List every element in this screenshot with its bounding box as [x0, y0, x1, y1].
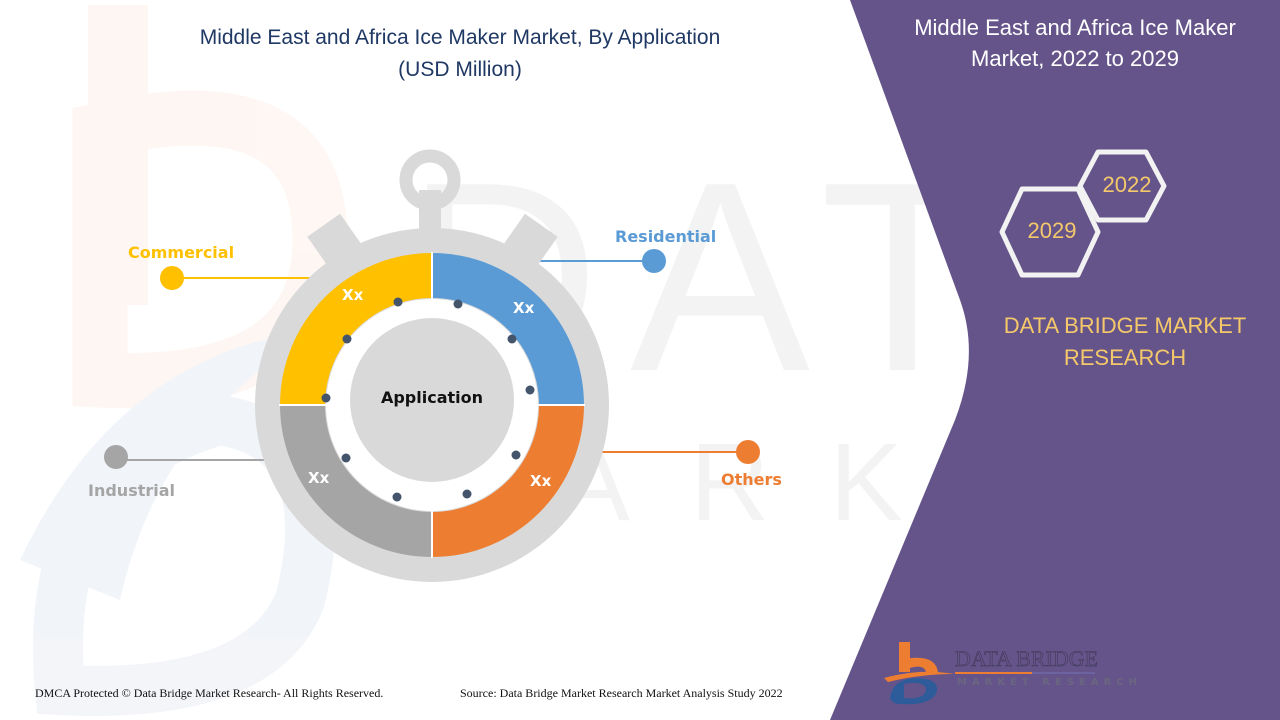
logo-subtitle: MARKET RESEARCH [957, 677, 1142, 688]
industrial-marker [104, 445, 128, 469]
commercial-marker [160, 266, 184, 290]
logo-name: DATA BRIDGE [955, 646, 1099, 672]
value-others: Xx [530, 472, 552, 490]
hour-ticks [321, 297, 535, 502]
chart-title-line1: Middle East and Africa Ice Maker Market,… [199, 26, 721, 49]
center-label: Application [380, 388, 484, 407]
center-hub [350, 318, 514, 482]
label-industrial: Industrial [88, 481, 176, 500]
value-industrial: Xx [308, 469, 330, 487]
side-panel-bg [830, 0, 1280, 720]
stopwatch-right-button [504, 213, 558, 267]
brand-text-line2: RESEARCH [1063, 345, 1187, 370]
brand-text-line1: DATA BRIDGE MARKET [1003, 313, 1247, 338]
hexagon-2029-label: 2029 [1027, 218, 1077, 243]
segment-others[interactable] [432, 405, 584, 557]
value-commercial: Xx [342, 286, 364, 304]
label-others: Others [721, 470, 782, 489]
segment-residential[interactable] [432, 253, 584, 405]
year-hexagons [999, 149, 1167, 278]
others-marker [736, 440, 760, 464]
value-residential: Xx [513, 299, 535, 317]
side-panel-title: Middle East and Africa Ice Maker Market,… [885, 12, 1265, 74]
chart-title-line2: (USD Million) [398, 58, 522, 81]
label-commercial: Commercial [128, 243, 235, 262]
label-residential: Residential [615, 227, 717, 246]
chart-title: Middle East and Africa Ice Maker Market,… [130, 22, 790, 86]
logo-icon [884, 642, 954, 705]
footer-copyright: DMCA Protected © Data Bridge Market Rese… [35, 686, 384, 700]
stopwatch-diagram [104, 149, 760, 582]
stopwatch-stem [419, 190, 441, 238]
hexagon-2022 [1077, 149, 1167, 223]
logo-underline [955, 672, 1095, 674]
segment-commercial[interactable] [280, 253, 432, 405]
segment-industrial[interactable] [280, 405, 432, 557]
hexagon-2029 [999, 186, 1101, 278]
side-panel-title-line2: Market, 2022 to 2029 [971, 46, 1179, 71]
stopwatch-left-button [307, 213, 361, 267]
footer-source: Source: Data Bridge Market Research Mark… [460, 686, 783, 700]
residential-marker [642, 249, 666, 273]
hexagon-2022-label: 2022 [1102, 172, 1152, 197]
brand-text: DATA BRIDGE MARKET RESEARCH [985, 310, 1265, 374]
side-panel-title-line1: Middle East and Africa Ice Maker [914, 15, 1236, 40]
